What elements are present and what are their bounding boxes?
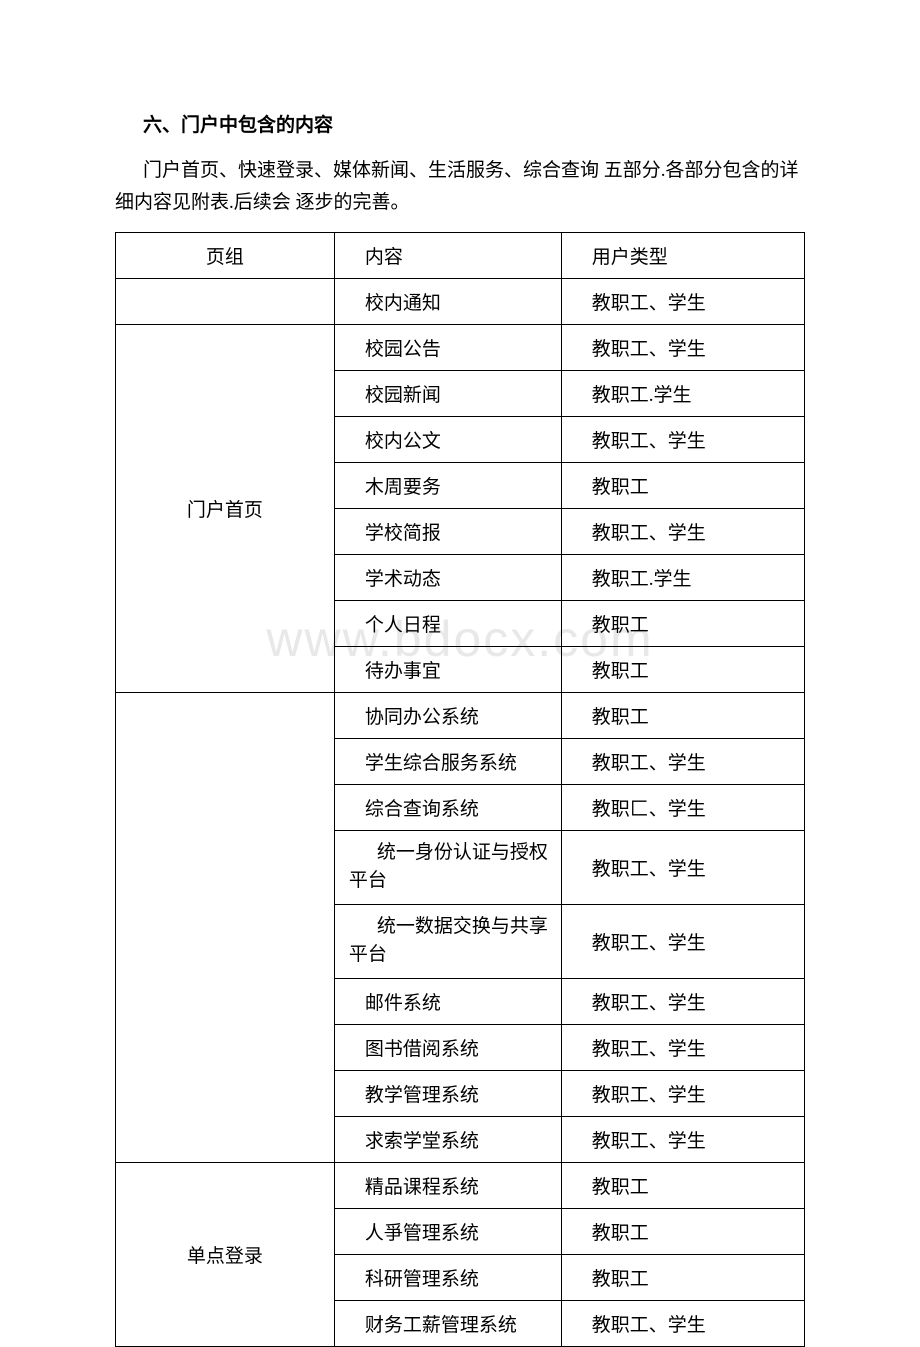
table-cell-content: 个人日程 [334,600,561,646]
table-cell-users: 教职工 [561,1162,804,1208]
intro-paragraph: 门户首页、快速登录、媒体新闻、生活服务、综合查询 五部分.各部分包含的详细内容见… [115,155,805,220]
table-cell-content: 待办事宜 [334,646,561,692]
table-cell-group: 单点登录 [116,1162,335,1346]
table-cell-content: 校内公文 [334,416,561,462]
table-cell-users: 教职工、学生 [561,1070,804,1116]
table-cell-content: 科研管理系统 [334,1254,561,1300]
table-header-group: 页组 [116,232,335,278]
table-cell-users: 教职工、学生 [561,278,804,324]
table-cell-users: 教职工、学生 [561,830,804,904]
table-cell-users: 教职工、学生 [561,324,804,370]
table-cell-content: 教学管理系统 [334,1070,561,1116]
table-cell-content: 综合查询系统 [334,784,561,830]
table-cell-content: 精品课程系统 [334,1162,561,1208]
table-cell-users: 教职工 [561,646,804,692]
table-cell-users: 教职匚、学生 [561,784,804,830]
table-cell-users: 教职工.学生 [561,554,804,600]
table-cell-content: 校园公告 [334,324,561,370]
table-row: 门户首页校园公告教职工、学生 [116,324,805,370]
table-cell-users: 教职工 [561,1254,804,1300]
document-content: 六、门户中包含的内容 门户首页、快速登录、媒体新闻、生活服务、综合查询 五部分.… [115,110,805,1347]
table-cell-content: 求索学堂系统 [334,1116,561,1162]
table-cell-users: 教职工 [561,692,804,738]
table-cell-users: 教职工 [561,462,804,508]
table-header-users: 用户类型 [561,232,804,278]
table-row: 单点登录精品课程系统教职工 [116,1162,805,1208]
table-row: 校内通知教职工、学生 [116,278,805,324]
table-cell-content: 统一数据交换与共享平台 [334,904,561,978]
table-cell-users: 教职工、学生 [561,738,804,784]
table-cell-users: 教职工 [561,1208,804,1254]
table-cell-users: 教职工、学生 [561,1024,804,1070]
table-cell-content: 木周要务 [334,462,561,508]
table-cell-content: 学生综合服务系统 [334,738,561,784]
table-cell-content: 协同办公系统 [334,692,561,738]
table-cell-content: 人爭管理系统 [334,1208,561,1254]
table-cell-users: 教职工.学生 [561,370,804,416]
section-title: 六、门户中包含的内容 [115,110,805,137]
table-cell-users: 教职工、学生 [561,1300,804,1346]
table-cell-group: 门户首页 [116,324,335,692]
content-table: 页组内容用户类型校内通知教职工、学生门户首页校园公告教职工、学生校园新闻教职工.… [115,232,805,1347]
table-cell-users: 教职工、学生 [561,508,804,554]
table-cell-users: 教职工、学生 [561,416,804,462]
table-cell-users: 教职工、学生 [561,978,804,1024]
table-cell-group [116,278,335,324]
table-cell-content: 图书借阅系统 [334,1024,561,1070]
table-cell-content: 学校简报 [334,508,561,554]
table-cell-users: 教职工 [561,600,804,646]
table-cell-group [116,692,335,1162]
table-cell-content: 财务工薪管理系统 [334,1300,561,1346]
table-cell-content: 校内通知 [334,278,561,324]
table-cell-content: 邮件系统 [334,978,561,1024]
table-row: 协同办公系统教职工 [116,692,805,738]
table-header-content: 内容 [334,232,561,278]
table-cell-content: 校园新闻 [334,370,561,416]
table-cell-users: 教职工、学生 [561,904,804,978]
table-cell-content: 统一身份认证与授权平台 [334,830,561,904]
table-cell-content: 学术动态 [334,554,561,600]
table-cell-users: 教职工、学生 [561,1116,804,1162]
